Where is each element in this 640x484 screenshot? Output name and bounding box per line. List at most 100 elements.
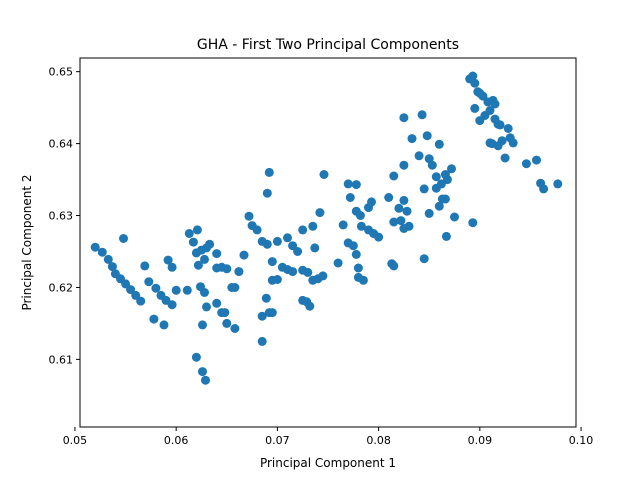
- data-point-108: [389, 261, 399, 271]
- data-point-74: [257, 236, 267, 246]
- data-point-49: [198, 367, 207, 377]
- data-point-2: [103, 254, 113, 264]
- data-point-91: [351, 249, 361, 259]
- data-point-124: [419, 254, 429, 264]
- x-tick-label: 0.06: [164, 434, 189, 447]
- data-point-87: [333, 258, 343, 268]
- data-point-48: [198, 320, 207, 330]
- data-point-7: [126, 285, 136, 295]
- data-point-84: [310, 243, 320, 253]
- points-layer: [90, 71, 563, 385]
- data-point-25: [192, 225, 202, 235]
- data-point-169: [475, 88, 485, 98]
- data-point-159: [503, 124, 513, 133]
- x-tick-label: 0.09: [468, 434, 493, 447]
- data-point-138: [447, 164, 456, 174]
- x-tick-label: 0.07: [265, 434, 290, 447]
- data-point-64: [303, 267, 313, 277]
- data-point-54: [261, 293, 271, 303]
- data-point-22: [182, 285, 192, 295]
- data-point-81: [288, 241, 298, 251]
- data-point-142: [470, 78, 480, 88]
- data-point-53: [257, 311, 267, 321]
- data-point-13: [151, 283, 161, 293]
- x-tick-label: 0.08: [366, 434, 391, 447]
- data-point-154: [495, 120, 505, 130]
- x-axis-label: Principal Component 1: [260, 456, 396, 470]
- data-point-3: [107, 262, 117, 272]
- data-point-58: [272, 275, 282, 284]
- data-point-157: [497, 136, 507, 146]
- data-point-136: [442, 175, 452, 185]
- x-tick-label: 0.10: [569, 434, 594, 447]
- data-point-82: [298, 225, 308, 235]
- data-point-112: [396, 216, 406, 226]
- data-point-118: [399, 113, 409, 123]
- y-tick-label: 0.63: [49, 210, 74, 223]
- data-point-24: [188, 237, 198, 247]
- data-point-42: [202, 302, 211, 312]
- data-point-47: [230, 324, 240, 333]
- data-point-162: [468, 218, 478, 228]
- data-point-131: [434, 201, 444, 211]
- data-point-163: [521, 159, 531, 169]
- data-point-17: [171, 285, 181, 295]
- data-point-86: [319, 170, 329, 179]
- data-point-61: [288, 267, 298, 277]
- data-point-122: [422, 131, 432, 141]
- data-point-12: [144, 277, 154, 287]
- data-point-32: [212, 249, 222, 259]
- x-axis-ticks: 0.05 0.06 0.07 0.08 0.09 0.10: [63, 427, 594, 447]
- data-point-92: [353, 263, 363, 273]
- data-point-43: [212, 298, 222, 308]
- data-point-52: [257, 336, 267, 346]
- data-point-106: [384, 193, 394, 202]
- data-point-130: [434, 139, 444, 149]
- data-point-76: [247, 221, 257, 231]
- data-point-166: [539, 184, 549, 194]
- data-point-39: [239, 250, 249, 260]
- data-point-67: [318, 271, 328, 281]
- data-point-144: [470, 103, 480, 113]
- data-point-83: [308, 221, 318, 231]
- data-point-79: [264, 167, 274, 177]
- data-point-77: [244, 211, 254, 221]
- data-point-139: [450, 212, 459, 222]
- data-point-137: [441, 231, 451, 241]
- data-point-120: [414, 151, 424, 161]
- data-point-114: [402, 206, 412, 216]
- data-point-21: [167, 262, 177, 272]
- data-point-70: [305, 301, 315, 311]
- data-point-96: [345, 193, 355, 202]
- data-point-56: [267, 308, 277, 318]
- data-point-110: [389, 217, 399, 227]
- data-point-105: [374, 232, 384, 242]
- data-point-18: [149, 314, 159, 324]
- data-point-151: [490, 99, 500, 109]
- data-point-167: [553, 179, 563, 189]
- data-point-116: [404, 221, 414, 231]
- y-axis-ticks: 0.61 0.62 0.63 0.64 0.65: [49, 66, 80, 366]
- data-point-99: [355, 211, 365, 220]
- data-point-78: [262, 188, 272, 198]
- data-point-51: [191, 352, 201, 362]
- data-point-121: [417, 110, 427, 120]
- data-point-85: [315, 208, 325, 218]
- y-tick-label: 0.61: [49, 353, 74, 366]
- data-point-109: [389, 171, 399, 181]
- data-point-119: [407, 134, 417, 144]
- data-point-168: [485, 138, 495, 148]
- data-point-46: [222, 318, 232, 328]
- data-point-95: [343, 179, 353, 189]
- data-point-11: [140, 261, 150, 271]
- data-point-38: [234, 267, 244, 277]
- data-point-10: [119, 234, 128, 243]
- data-point-100: [356, 221, 366, 231]
- data-point-9: [136, 296, 146, 306]
- data-point-34: [212, 263, 222, 273]
- data-point-23: [184, 229, 194, 238]
- y-axis-label: Principal Component 2: [20, 174, 34, 310]
- data-point-141: [468, 71, 478, 81]
